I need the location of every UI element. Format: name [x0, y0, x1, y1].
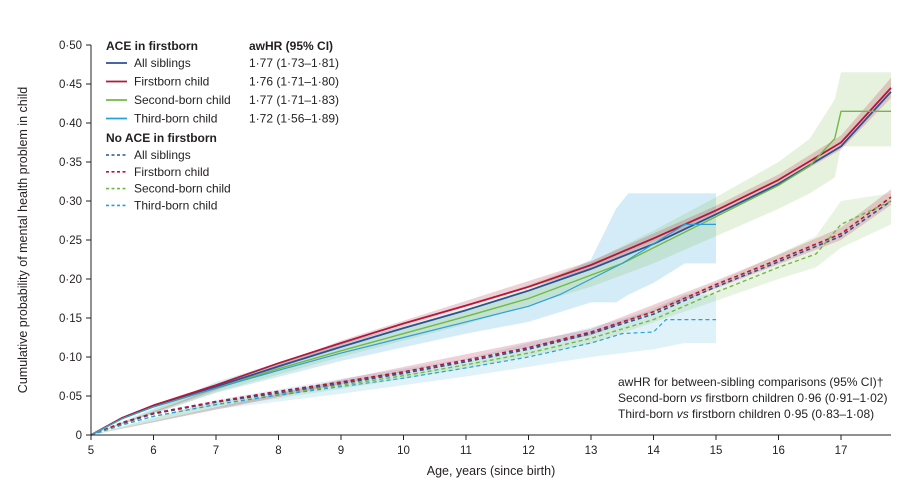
- annotation-line2-pre: Third-born: [618, 407, 677, 421]
- annotation-line2-vs: vs: [677, 407, 689, 421]
- legend: ACE in firstborn awHR (95% CI) All sibli…: [106, 39, 339, 212]
- legend-hr-ace-second-born-child: 1·77 (1·71–1·83): [249, 93, 339, 107]
- y-tick-label: 0·35: [59, 157, 82, 169]
- axis-ticks: 0 0·05 0·10 0·15 0·20 0·25 0·30 0·35 0·40 0·45 0·5…: [59, 40, 847, 457]
- legend-label-no-ace-firstborn-child: Firstborn child: [134, 165, 209, 179]
- x-tick-label: 8: [275, 445, 281, 457]
- series-line-ace-firstborn-child: [90, 87, 892, 436]
- legend-label-ace-third-born-child: Third-born child: [134, 112, 217, 126]
- legend-label-ace-second-born-child: Second-born child: [134, 93, 231, 107]
- legend-no-ace-items: All siblings Firstborn child Second-born c…: [106, 148, 231, 212]
- x-tick-label: 9: [338, 445, 344, 457]
- x-tick-label: 12: [522, 445, 535, 457]
- x-tick-label: 5: [88, 445, 94, 457]
- legend-label-ace-firstborn-child: Firstborn child: [134, 75, 209, 89]
- x-tick-label: 11: [460, 445, 472, 457]
- annotation-line1-pre: Second-born: [618, 391, 690, 405]
- legend-hr-ace-firstborn-child: 1·76 (1·71–1·80): [249, 75, 339, 89]
- annotation-heading: awHR for between-sibling comparisons (95…: [618, 375, 883, 389]
- legend-label-ace-all-siblings: All siblings: [134, 56, 191, 70]
- x-tick-label: 6: [150, 445, 156, 457]
- y-tick-label: 0·10: [59, 352, 82, 364]
- series-lines: [90, 87, 892, 436]
- annotation-line-second-born: Second-born vs firstborn children 0·96 (…: [618, 391, 887, 405]
- series-line-no-ace-firstborn-child: [90, 196, 892, 436]
- y-tick-label: 0·45: [59, 79, 82, 91]
- x-tick-label: 14: [647, 445, 660, 457]
- y-tick-label: 0·15: [59, 313, 82, 325]
- annotation-line1-post: firstborn children 0·96 (0·91–1·02): [702, 391, 887, 405]
- x-tick-label: 7: [213, 445, 219, 457]
- legend-heading-ace: ACE in firstborn: [106, 39, 198, 53]
- legend-label-no-ace-all-siblings: All siblings: [134, 148, 191, 162]
- legend-label-no-ace-second-born-child: Second-born child: [134, 182, 231, 196]
- legend-hr-ace-third-born-child: 1·72 (1·56–1·89): [249, 112, 339, 126]
- series-line-no-ace-third-born-child: [90, 319, 716, 436]
- series-line-no-ace-second-born-child: [90, 200, 892, 436]
- annotation-line2-post: firstborn children 0·95 (0·83–1·08): [689, 407, 874, 421]
- ci-band-no-ace-third-born-child-ci: [91, 294, 716, 435]
- x-axis-title: Age, years (since birth): [427, 464, 556, 478]
- annotation-line-third-born: Third-born vs firstborn children 0·95 (0…: [618, 407, 874, 421]
- x-tick-label: 15: [710, 445, 723, 457]
- series-line-ace-third-born-child: [90, 223, 716, 436]
- y-tick-label: 0·05: [59, 391, 82, 403]
- between-sibling-annotation: awHR for between-sibling comparisons (95…: [618, 375, 887, 421]
- legend-hr-ace-all-siblings: 1·77 (1·73–1·81): [249, 56, 339, 70]
- y-tick-label: 0·30: [59, 196, 82, 208]
- y-tick-label: 0·20: [59, 274, 82, 286]
- x-tick-label: 13: [585, 445, 598, 457]
- x-tick-label: 16: [772, 445, 785, 457]
- y-tick-label: 0·40: [59, 118, 82, 130]
- y-tick-label: 0·25: [59, 235, 82, 247]
- y-tick-label: 0: [76, 430, 82, 442]
- x-tick-label: 10: [397, 445, 410, 457]
- x-tick-label: 17: [835, 445, 848, 457]
- legend-heading-hr: awHR (95% CI): [249, 39, 333, 53]
- legend-label-no-ace-third-born-child: Third-born child: [134, 198, 217, 212]
- y-axis-title: Cumulative probability of mental health …: [16, 87, 30, 393]
- annotation-line1-vs: vs: [690, 391, 702, 405]
- legend-ace-items: All siblings 1·77 (1·73–1·81) Firstborn ch…: [106, 56, 339, 126]
- y-tick-label: 0·50: [59, 40, 82, 52]
- legend-heading-no-ace: No ACE in firstborn: [106, 131, 217, 145]
